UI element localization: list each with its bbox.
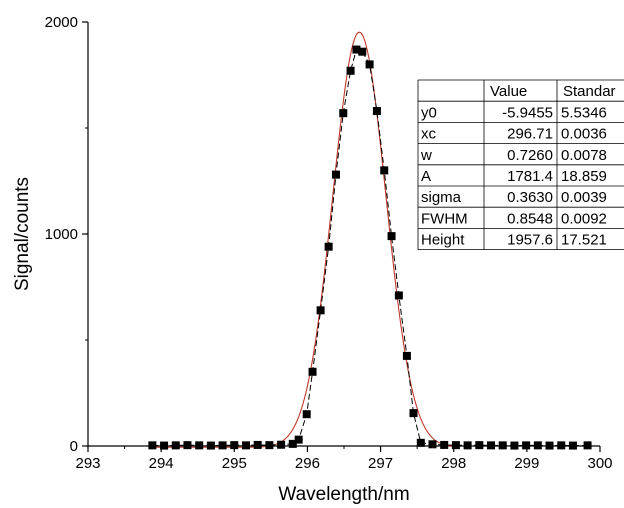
table-cell: 0.0039 — [561, 189, 607, 206]
table-cell: -5.9455 — [502, 104, 553, 121]
data-point — [440, 440, 449, 449]
table-header-cell: Standar — [563, 83, 616, 100]
data-point — [148, 441, 157, 450]
data-point — [583, 441, 592, 450]
data-point — [277, 440, 286, 449]
data-point — [230, 441, 239, 450]
data-point — [183, 441, 192, 450]
data-point — [358, 47, 367, 56]
y-tick-label: 1000 — [45, 226, 78, 243]
data-point — [324, 242, 333, 251]
table-cell: 0.0092 — [561, 210, 607, 227]
data-point — [171, 441, 180, 450]
data-point — [218, 441, 227, 450]
table-param-name: xc — [421, 126, 437, 143]
x-axis-title: Wavelength/nm — [278, 484, 409, 505]
data-point — [288, 439, 297, 448]
data-point — [339, 109, 348, 118]
x-tick-label: 293 — [75, 455, 100, 472]
data-points — [148, 45, 592, 450]
table-cell: 0.8548 — [507, 210, 553, 227]
data-point — [510, 441, 519, 450]
x-tick-label: 294 — [149, 455, 174, 472]
data-point — [331, 170, 340, 179]
table-cell: 0.0036 — [561, 126, 607, 143]
x-tick-label: 296 — [295, 455, 320, 472]
data-point — [487, 441, 496, 450]
data-point — [352, 45, 361, 54]
table-param-name: w — [420, 147, 432, 164]
data-point — [160, 441, 169, 450]
data-point — [253, 440, 262, 449]
data-point — [195, 441, 204, 450]
table-param-name: sigma — [421, 189, 462, 206]
y-tick-label: 2000 — [45, 14, 78, 31]
data-point — [402, 351, 411, 360]
fit-parameters-table: Value Standar y0 -5.9455 5.5346 xc 296.71 0.003… — [417, 79, 624, 251]
data-point — [498, 441, 507, 450]
x-tick-label: 295 — [222, 455, 247, 472]
data-point — [380, 166, 389, 175]
data-point — [409, 409, 418, 418]
table-header-cell: Value — [490, 83, 527, 100]
data-point — [206, 441, 215, 450]
y-axis-title: Signal/counts — [12, 177, 33, 291]
data-point — [451, 441, 460, 450]
data-point — [557, 441, 566, 450]
table-param-name: Height — [421, 232, 465, 249]
table-param-name: y0 — [421, 104, 437, 121]
y-ticks: 0 1000 2000 — [45, 14, 88, 455]
x-tick-label: 297 — [368, 455, 393, 472]
data-point — [545, 441, 554, 450]
data-point — [302, 410, 311, 419]
data-point — [294, 435, 303, 444]
gaussian-fit-curve — [150, 31, 454, 448]
data-point — [365, 60, 374, 69]
x-ticks: 293 294 295 296 297 298 299 300 — [75, 446, 613, 472]
data-point — [265, 441, 274, 450]
table-cell: 0.0078 — [561, 147, 607, 164]
data-point — [372, 107, 381, 116]
table-param-name: A — [421, 168, 431, 185]
data-point — [316, 306, 325, 315]
data-point — [522, 441, 531, 450]
table-cell: 0.7260 — [507, 147, 553, 164]
table-cell: 17.521 — [561, 232, 607, 249]
table-cell: 0.3630 — [507, 189, 553, 206]
x-tick-label: 300 — [587, 455, 612, 472]
data-point — [387, 232, 396, 241]
table-cell: 18.859 — [561, 168, 607, 185]
table-cell: 1781.4 — [507, 168, 553, 185]
data-point — [428, 440, 437, 449]
data-point — [394, 291, 403, 300]
data-point — [241, 441, 250, 450]
y-tick-label: 0 — [70, 438, 78, 455]
data-point — [533, 441, 542, 450]
data-point — [475, 441, 484, 450]
table-cell: 5.5346 — [561, 104, 607, 121]
table-param-name: FWHM — [421, 210, 468, 227]
data-point — [346, 66, 355, 75]
table-cell: 1957.6 — [507, 232, 553, 249]
data-point — [463, 441, 472, 450]
x-tick-label: 298 — [441, 455, 466, 472]
fit-layer — [150, 31, 454, 448]
table-cell: 296.71 — [507, 126, 553, 143]
data-point — [568, 441, 577, 450]
data-point — [416, 438, 425, 447]
x-tick-label: 299 — [514, 455, 539, 472]
data-point — [308, 367, 317, 376]
